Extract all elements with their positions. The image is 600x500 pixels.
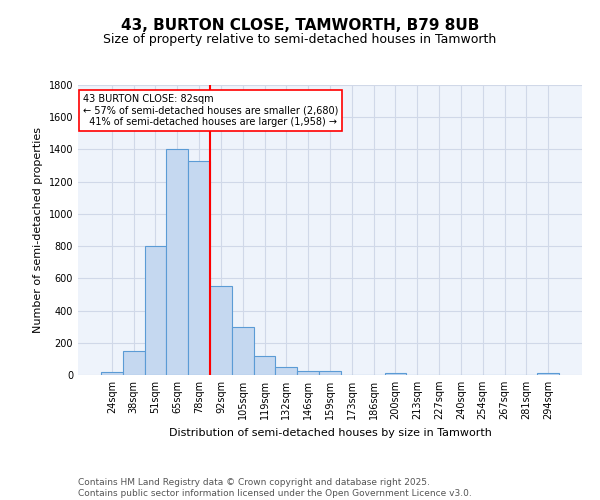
Y-axis label: Number of semi-detached properties: Number of semi-detached properties (33, 127, 43, 333)
X-axis label: Distribution of semi-detached houses by size in Tamworth: Distribution of semi-detached houses by … (169, 428, 491, 438)
Bar (145, 246, 166, 375)
Text: Size of property relative to semi-detached houses in Tamworth: Size of property relative to semi-detach… (103, 32, 497, 46)
Bar (123, 351, 145, 375)
Bar (319, 371, 341, 375)
Bar (385, 372, 406, 375)
Bar (254, 356, 275, 375)
Bar (297, 371, 319, 375)
Bar (537, 372, 559, 375)
Text: Contains HM Land Registry data © Crown copyright and database right 2025.
Contai: Contains HM Land Registry data © Crown c… (78, 478, 472, 498)
Bar (275, 367, 297, 375)
Bar (232, 328, 254, 375)
Bar (210, 286, 232, 375)
Bar (188, 160, 210, 375)
Bar (166, 150, 188, 375)
Text: 43 BURTON CLOSE: 82sqm
← 57% of semi-detached houses are smaller (2,680)
  41% o: 43 BURTON CLOSE: 82sqm ← 57% of semi-det… (83, 94, 338, 127)
Bar (101, 372, 123, 375)
Text: 43, BURTON CLOSE, TAMWORTH, B79 8UB: 43, BURTON CLOSE, TAMWORTH, B79 8UB (121, 18, 479, 32)
